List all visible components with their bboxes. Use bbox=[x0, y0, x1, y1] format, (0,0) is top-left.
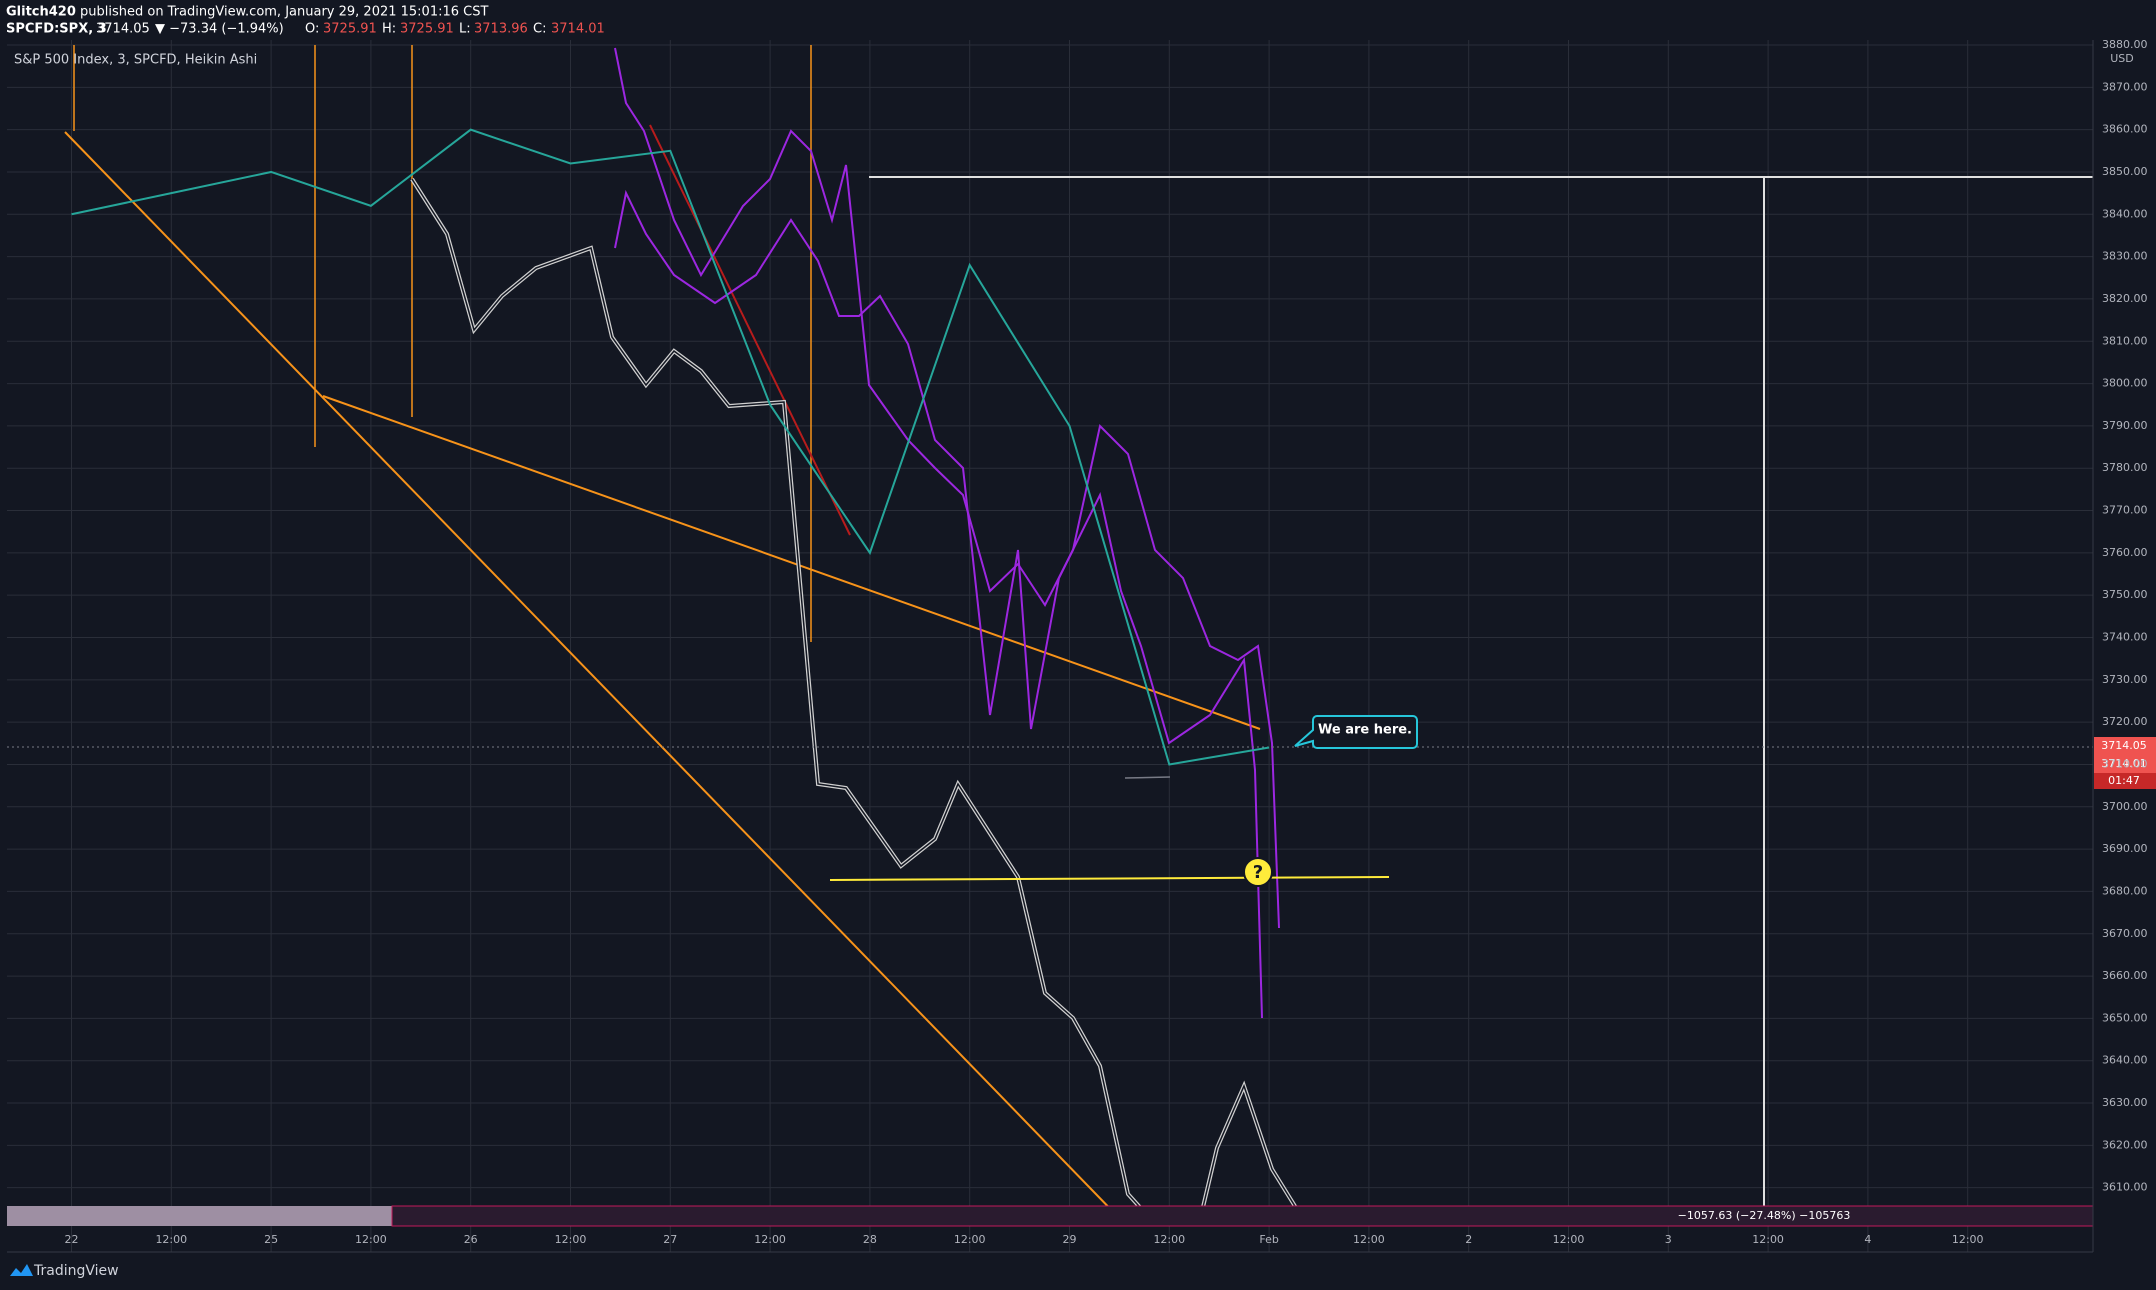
y-tick-label: 3730.00 bbox=[2102, 673, 2148, 686]
grid bbox=[7, 40, 2093, 1252]
x-tick-label: 12:00 bbox=[1952, 1233, 1984, 1246]
high-label: H: bbox=[382, 22, 396, 37]
last-price-box bbox=[2094, 737, 2156, 773]
low-label: L: bbox=[459, 22, 471, 37]
range-text: −1057.63 (−27.48%) −105763 bbox=[1678, 1209, 1851, 1222]
y-tick-label: 3810.00 bbox=[2102, 334, 2148, 347]
x-tick-label: 22 bbox=[65, 1233, 79, 1246]
y-tick-label: 3740.00 bbox=[2102, 631, 2148, 644]
y-tick-label: 3860.00 bbox=[2102, 123, 2148, 136]
trend-line bbox=[322, 395, 1261, 730]
x-tick-label: 4 bbox=[1864, 1233, 1871, 1246]
x-tick-label: 3 bbox=[1665, 1233, 1672, 1246]
symbol: SPCFD:SPX, 3 bbox=[6, 22, 107, 37]
range-bar bbox=[7, 1206, 392, 1226]
y-tick-label: 3830.00 bbox=[2102, 250, 2148, 263]
x-tick-label: 12:00 bbox=[555, 1233, 587, 1246]
horizontal-ray bbox=[1124, 776, 1171, 779]
last-price: 3714.05 bbox=[96, 22, 150, 37]
y-tick-label: 3700.00 bbox=[2102, 800, 2148, 813]
y-tick-label: 3720.00 bbox=[2102, 715, 2148, 728]
y-tick-label: 3650.00 bbox=[2102, 1011, 2148, 1024]
x-tick-label: 12:00 bbox=[1752, 1233, 1784, 1246]
y-tick-label: 3660.00 bbox=[2102, 969, 2148, 982]
y-tick-label: 3840.00 bbox=[2102, 207, 2148, 220]
x-tick-label: 25 bbox=[264, 1233, 278, 1246]
high: 3725.91 bbox=[400, 22, 454, 37]
close: 3714.01 bbox=[551, 22, 605, 37]
drawings bbox=[7, 40, 2156, 1276]
x-tick-label: 12:00 bbox=[355, 1233, 387, 1246]
price-axis-bg bbox=[2093, 40, 2156, 1230]
support-line bbox=[829, 876, 1390, 881]
series bbox=[71, 128, 1270, 766]
y-tick-label: 3820.00 bbox=[2102, 292, 2148, 305]
change: ▼ −73.34 (−1.94%) bbox=[155, 22, 284, 37]
y-tick-label: 3610.00 bbox=[2102, 1181, 2148, 1194]
x-tick-label: 29 bbox=[1063, 1233, 1077, 1246]
y-tick-label: 3710.00 bbox=[2102, 757, 2148, 770]
price-line bbox=[71, 128, 1270, 766]
x-tick-label: 12:00 bbox=[1153, 1233, 1185, 1246]
open-label: O: bbox=[305, 22, 319, 37]
y-tick-label: 3800.00 bbox=[2102, 377, 2148, 390]
countdown-box bbox=[2094, 773, 2156, 789]
x-tick-label: 12:00 bbox=[155, 1233, 187, 1246]
x-tick-label: 12:00 bbox=[1553, 1233, 1585, 1246]
low: 3713.96 bbox=[474, 22, 528, 37]
question-marker bbox=[1243, 857, 1273, 887]
published-info: published on TradingView.com, January 29… bbox=[80, 5, 488, 20]
countdown: 01:47 bbox=[2108, 774, 2140, 787]
x-tick-label: 12:00 bbox=[754, 1233, 786, 1246]
y-tick-label: 3850.00 bbox=[2102, 165, 2148, 178]
y-tick-label: 3620.00 bbox=[2102, 1138, 2148, 1151]
question-text: ? bbox=[1253, 862, 1263, 883]
y-tick-label: 3750.00 bbox=[2102, 588, 2148, 601]
callout-box bbox=[1294, 715, 1418, 749]
y-tick-label: 3630.00 bbox=[2102, 1096, 2148, 1109]
x-tick-label: Feb bbox=[1259, 1233, 1278, 1246]
price-label: 3714.01 bbox=[2101, 757, 2147, 770]
y-tick-label: 3680.00 bbox=[2102, 884, 2148, 897]
publisher: Glitch420 bbox=[6, 5, 76, 20]
x-tick-label: 12:00 bbox=[1353, 1233, 1385, 1246]
open: 3725.91 bbox=[323, 22, 377, 37]
y-tick-label: 3670.00 bbox=[2102, 927, 2148, 940]
fractal-line bbox=[614, 189, 1263, 1019]
trend-line bbox=[64, 131, 1126, 1225]
path-projection-inner bbox=[1198, 1083, 1307, 1225]
brand: TradingView bbox=[33, 1263, 119, 1279]
x-tick-label: 26 bbox=[464, 1233, 478, 1246]
y-tick-label: 3870.00 bbox=[2102, 80, 2148, 93]
x-tick-label: 28 bbox=[863, 1233, 877, 1246]
x-tick-label: 2 bbox=[1465, 1233, 1472, 1246]
labels: Glitch420 published on TradingView.com, … bbox=[6, 5, 2148, 1280]
price-label: 3714.05 bbox=[2101, 739, 2147, 752]
y-tick-label: 3690.00 bbox=[2102, 842, 2148, 855]
fractal-line bbox=[614, 47, 1280, 929]
y-tick-label: 3880.00 bbox=[2102, 38, 2148, 51]
y-tick-label: 3780.00 bbox=[2102, 461, 2148, 474]
y-tick-label: 3770.00 bbox=[2102, 504, 2148, 517]
y-tick-label: 3790.00 bbox=[2102, 419, 2148, 432]
chart-title: S&P 500 Index, 3, SPCFD, Heikin Ashi bbox=[14, 53, 257, 68]
logo bbox=[10, 1264, 33, 1276]
trend-line bbox=[649, 124, 851, 536]
path-projection-inner bbox=[411, 178, 1156, 1225]
currency: USD bbox=[2110, 52, 2134, 65]
x-tick-label: 12:00 bbox=[954, 1233, 986, 1246]
callout-text: We are here. bbox=[1318, 723, 1412, 738]
y-tick-label: 3760.00 bbox=[2102, 546, 2148, 559]
y-tick-label: 3640.00 bbox=[2102, 1054, 2148, 1067]
x-tick-label: 27 bbox=[663, 1233, 677, 1246]
close-label: C: bbox=[533, 22, 546, 37]
